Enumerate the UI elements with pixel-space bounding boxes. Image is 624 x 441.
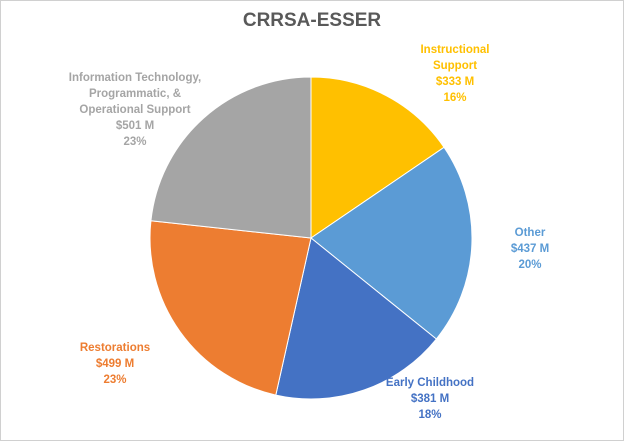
data-label-category: Early Childhood — [385, 377, 475, 389]
chart-title: CRRSA-ESSER — [242, 10, 382, 31]
data-label-value: $499 M — [95, 358, 135, 370]
data-label-category: Programmatic, & — [88, 88, 182, 100]
data-label-value: $333 M — [435, 76, 475, 88]
data-label-percent: 20% — [518, 259, 542, 271]
pie-slice-restorations — [149, 220, 312, 396]
pie-slice-instructional-support — [310, 76, 445, 239]
data-label-percent: 18% — [418, 409, 442, 421]
data-label-category: Other — [514, 227, 546, 239]
pie-slice-other — [310, 146, 473, 340]
data-label: Other $437 M 20% — [480, 225, 580, 273]
data-label-category: Restorations — [79, 342, 151, 354]
data-label-category: Operational Support — [79, 104, 191, 116]
data-label-value: $437 M — [510, 243, 550, 255]
data-label: Early Childhood $381 M 18% — [370, 375, 490, 423]
data-label-category: Instructional — [420, 44, 490, 56]
data-label-percent: 23% — [103, 374, 127, 386]
data-label-percent: 23% — [123, 136, 147, 148]
data-label: Information Technology, Programmatic, & Op… — [25, 70, 245, 150]
pie-slice-early-childhood — [275, 237, 438, 400]
data-label: Restorations $499 M 23% — [60, 340, 170, 388]
data-label-category: Support — [432, 60, 478, 72]
data-label-value: $501 M — [115, 120, 155, 132]
data-label-category: Information Technology, — [68, 72, 202, 84]
data-label: Instructional Support $333 M 16% — [400, 42, 510, 106]
pie-slice-information-technology-programmatic-operational-support — [150, 76, 312, 239]
data-label-value: $381 M — [410, 393, 450, 405]
data-label-percent: 16% — [443, 92, 467, 104]
